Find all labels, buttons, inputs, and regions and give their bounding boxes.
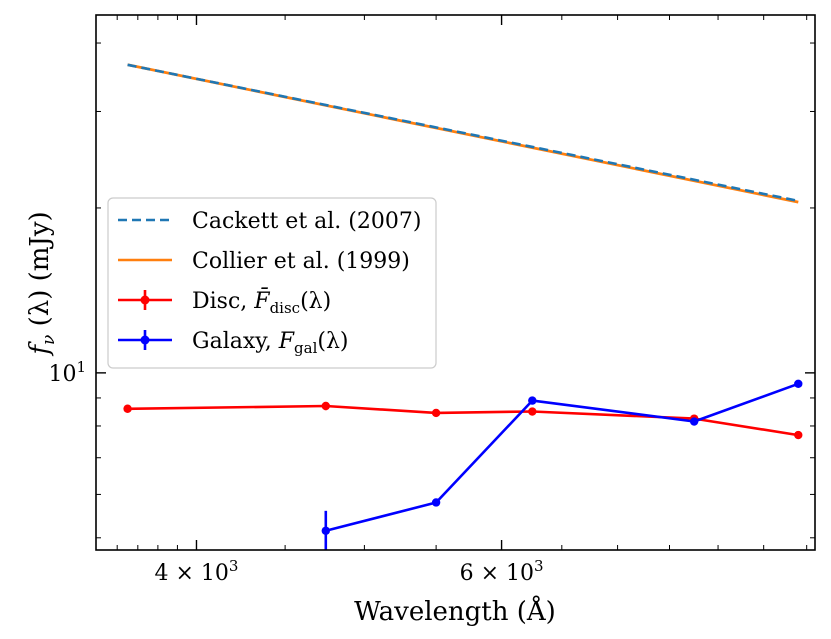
legend-label-disc: Disc, F̄disc(λ)	[192, 287, 331, 317]
legend-box	[107, 197, 437, 369]
data-point-disc	[123, 404, 132, 413]
data-point-disc	[528, 407, 537, 416]
plot-frame	[95, 14, 816, 551]
series-line-disc	[127, 404, 799, 437]
x-tick-label: 4 × 103	[154, 557, 238, 586]
x-axis-label: Wavelength (Å)	[354, 595, 556, 627]
legend-label-cackett: Cackett et al. (2007)	[192, 209, 421, 234]
svg-text:fν (λ) (mJy): fν (λ) (mJy)	[25, 211, 59, 356]
data-point-disc	[794, 430, 803, 440]
data-point-galaxy	[689, 417, 699, 426]
y-axis-label-sub: ν	[39, 335, 59, 345]
plot-area: 4 × 103 6 × 103 101	[48, 14, 816, 586]
x-tick-label: 6 × 103	[460, 557, 544, 586]
data-point-disc	[321, 401, 330, 411]
legend-swatch-disc	[118, 290, 172, 310]
legend-label-galaxy: Galaxy, Fgal(λ)	[192, 329, 348, 357]
y-axis-label: fν (λ) (mJy)	[25, 211, 59, 356]
legend-label-collier: Collier et al. (1999)	[192, 249, 410, 274]
series-line-cackett	[127, 63, 799, 203]
legend-swatch-galaxy	[118, 330, 172, 350]
y-tick-label: 101	[48, 358, 86, 387]
legend: Cackett et al. (2007) Collier et al. (19…	[107, 197, 437, 369]
y-axis-label-rest: (λ) (mJy)	[25, 211, 55, 334]
series-line-galaxy	[325, 382, 799, 533]
data-point-galaxy	[321, 526, 330, 535]
data-point-galaxy	[431, 498, 441, 507]
data-point-galaxy	[794, 379, 803, 389]
data-point-disc	[431, 408, 441, 418]
data-point-galaxy	[528, 396, 537, 405]
